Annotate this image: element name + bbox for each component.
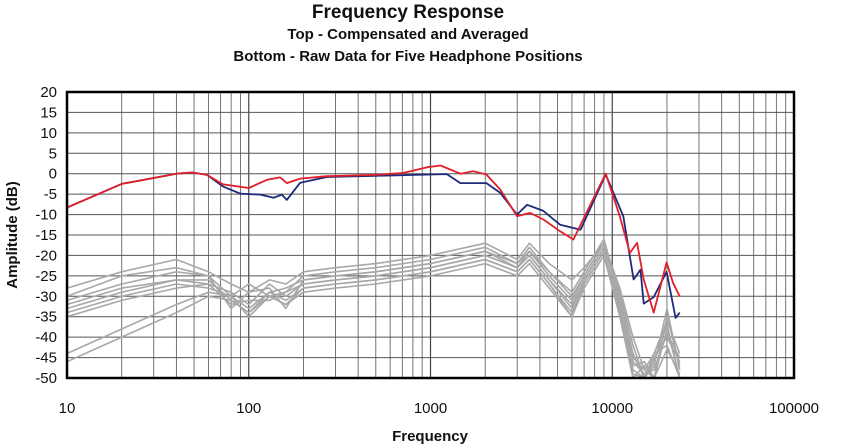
- y-tick-label: -40: [35, 329, 57, 346]
- y-tick-label: -30: [35, 288, 57, 305]
- chart-subtitle-top: Top - Compensated and Averaged: [287, 26, 529, 43]
- chart-subtitle-bottom: Bottom - Raw Data for Five Headphone Pos…: [233, 48, 583, 65]
- plot-frame: [65, 90, 796, 380]
- y-tick-label: -45: [35, 350, 57, 367]
- y-tick-label: -10: [35, 207, 57, 224]
- x-axis-label: Frequency: [392, 428, 469, 445]
- y-tick-label: -35: [35, 309, 57, 326]
- raw-data-line: [66, 250, 681, 379]
- series-group: [66, 164, 681, 379]
- x-tick-label: 100: [236, 400, 261, 417]
- y-tick-label: -25: [35, 268, 57, 285]
- y-tick-label: -50: [35, 370, 57, 387]
- x-tick-label: 100000: [769, 400, 819, 417]
- compensated-line-blue: [66, 171, 681, 319]
- grid: [66, 91, 794, 379]
- x-tick-labels: 10 100 1000 10000 100000: [59, 400, 819, 417]
- x-tick-label: 1000: [414, 400, 447, 417]
- y-tick-label: 0: [49, 166, 57, 183]
- y-tick-label: -20: [35, 247, 57, 264]
- raw-data-line: [66, 246, 681, 375]
- y-tick-label: 10: [40, 125, 57, 142]
- chart-title: Frequency Response: [311, 2, 505, 23]
- y-tick-label: 15: [40, 104, 57, 121]
- y-tick-label: 20: [40, 84, 57, 101]
- raw-data-line: [66, 242, 681, 371]
- y-tick-label: -5: [44, 186, 57, 203]
- y-tick-labels: 20 15 10 5 0 -5 -10 -15 -20 -25 -30 -35 -40 -45 -50: [35, 84, 57, 387]
- y-tick-label: 5: [49, 145, 57, 162]
- y-tick-label: -15: [35, 227, 57, 244]
- x-tick-label: 10000: [591, 400, 633, 417]
- x-tick-label: 10: [59, 400, 76, 417]
- compensated-line-red: [66, 164, 681, 314]
- y-axis-label: Amplitude (dB): [4, 181, 21, 288]
